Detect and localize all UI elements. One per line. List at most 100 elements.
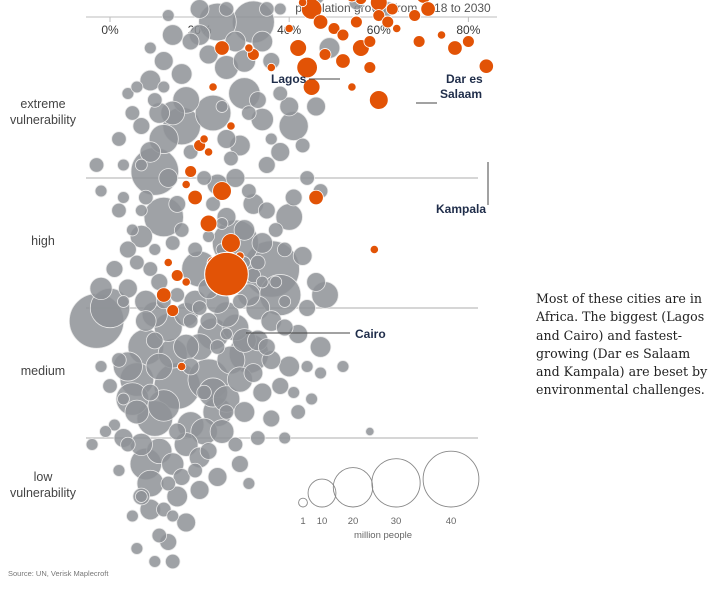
city-bubble [212, 181, 232, 201]
city-bubble [147, 92, 163, 108]
city-bubble [226, 121, 236, 131]
city-bubble [189, 0, 210, 19]
city-bubble [199, 214, 218, 233]
city-bubble [270, 142, 291, 162]
city-bubble [153, 51, 174, 71]
callouts: Lagos Dar es Salaam Kampala Cairo [246, 72, 489, 341]
callout-dar-es-salaam-line1: Dar es [446, 72, 483, 86]
city-bubble [363, 35, 377, 48]
city-bubble [130, 80, 144, 94]
city-bubble [290, 404, 306, 420]
city-bubble [392, 23, 402, 34]
city-bubble [194, 94, 232, 132]
city-bubble [257, 201, 276, 220]
city-bubble [266, 62, 276, 73]
city-bubble [462, 35, 475, 48]
city-bubble [139, 141, 162, 163]
size-legend-label: 30 [391, 516, 402, 527]
city-bubble [124, 105, 141, 121]
city-bubble [135, 490, 148, 503]
city-bubble [168, 195, 187, 213]
city-bubble [215, 100, 229, 113]
city-bubble [208, 82, 218, 92]
city-bubble [296, 56, 318, 79]
size-legend-circle [332, 467, 374, 508]
city-bubble [196, 170, 212, 186]
city-bubble [148, 243, 162, 256]
city-bubble [174, 222, 190, 238]
city-bubble [350, 15, 363, 29]
city-bubble [385, 2, 399, 16]
city-bubble [129, 254, 145, 271]
city-bubble [312, 14, 329, 30]
city-bubble [369, 90, 389, 110]
city-bubble [168, 422, 187, 441]
city-bubble [182, 313, 199, 329]
city-bubble [318, 48, 332, 61]
city-bubble [158, 168, 179, 188]
city-bubble [218, 1, 235, 17]
city-bubble [120, 436, 136, 453]
city-bubble [117, 158, 130, 172]
city-bubble [199, 134, 209, 144]
y-label-high: high [31, 234, 55, 248]
city-bubble [278, 295, 292, 308]
city-bubble [306, 272, 326, 292]
size-legend-label: 10 [317, 516, 328, 527]
city-bubble [134, 289, 158, 314]
city-bubble [209, 419, 235, 444]
highlighted-city-bubble [204, 251, 249, 297]
city-bubble [141, 383, 160, 402]
city-bubble [412, 35, 426, 48]
size-legend-circle [371, 458, 421, 508]
city-bubble [369, 244, 379, 255]
size-legend-label: 1 [300, 516, 305, 527]
city-bubble [199, 442, 218, 460]
city-bubble [306, 96, 326, 117]
city-bubble [142, 261, 158, 277]
size-legend-circle [307, 478, 337, 508]
y-label-extreme-vulnerability: vulnerability [10, 113, 77, 127]
y-label-medium: medium [21, 364, 65, 378]
city-bubble [207, 467, 228, 487]
highlighted-city-bubble [478, 58, 495, 74]
city-bubble [232, 293, 248, 310]
city-bubble [160, 475, 176, 492]
city-bubble [314, 366, 327, 380]
city-bubble [252, 382, 273, 403]
x-tick-label: 80% [456, 23, 480, 37]
city-bubble [223, 150, 239, 167]
city-bubble [99, 425, 112, 438]
size-legend-circle [298, 497, 308, 508]
city-bubble [166, 485, 188, 508]
city-bubble [268, 222, 284, 238]
city-bubble [279, 96, 299, 117]
x-tick-label: 0% [101, 23, 119, 37]
city-bubble [271, 377, 290, 395]
city-bubble [257, 156, 276, 174]
city-bubble [126, 223, 139, 237]
city-bubble [181, 32, 200, 51]
city-bubble [365, 426, 375, 437]
city-bubble [278, 431, 292, 445]
size-legend: 1 10 20 30 40 [298, 450, 480, 527]
city-bubble [162, 24, 184, 46]
city-bubble [298, 299, 316, 317]
city-bubble [157, 80, 171, 94]
city-bubble [284, 188, 303, 207]
city-bubble [436, 30, 447, 40]
size-legend-unit: million people [354, 530, 412, 541]
city-bubble [163, 257, 173, 268]
city-bubble [242, 477, 256, 490]
city-bubble [250, 430, 266, 446]
city-bubble [135, 204, 148, 217]
city-bubble [148, 555, 162, 568]
city-bubble [105, 260, 124, 278]
city-bubble [112, 464, 126, 477]
city-bubble [203, 147, 214, 157]
city-bubble [309, 336, 332, 358]
city-bubble [138, 189, 154, 206]
city-bubble [187, 241, 203, 258]
city-bubble [289, 39, 307, 57]
city-bubble [287, 386, 301, 399]
